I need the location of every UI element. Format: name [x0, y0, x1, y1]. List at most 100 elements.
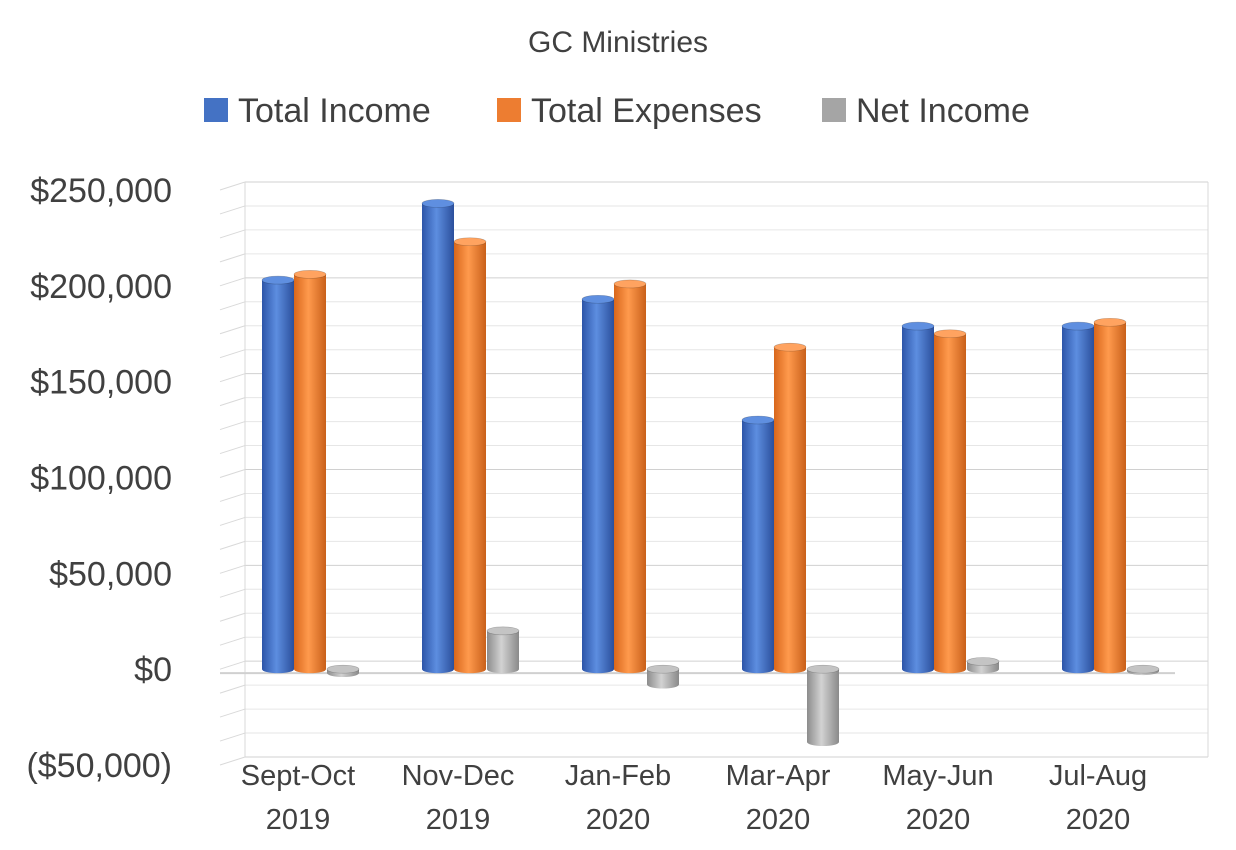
bar-body [582, 299, 614, 674]
bar-body [262, 280, 294, 674]
y-tick-label: $100,000 [30, 460, 172, 498]
bar-total-income [581, 294, 615, 674]
legend-label-total-expenses: Total Expenses [531, 92, 762, 130]
bar-total-income [261, 275, 295, 674]
bar-total-expenses [293, 270, 327, 674]
bar-total-expenses [613, 279, 647, 674]
x-tick-label: Nov-Dec 2019 [402, 760, 515, 836]
bar-net-income [486, 626, 520, 674]
bar-cap [1061, 321, 1095, 331]
bar-total-income [901, 321, 935, 674]
gridline-depth [219, 229, 246, 239]
gridline-depth [219, 469, 246, 478]
bar-body [902, 326, 934, 674]
gridline-depth [219, 588, 246, 598]
x-tick-label: Mar-Apr 2020 [726, 760, 831, 836]
bar-cap [1126, 664, 1160, 674]
bar-cap [773, 342, 807, 352]
x-tick-label: May-Jun 2020 [882, 760, 993, 836]
bar-body [807, 669, 839, 746]
bar-cap [261, 275, 295, 285]
gridline-depth [219, 181, 246, 191]
gridline-depth [219, 397, 246, 407]
x-tick-label: Jan-Feb 2020 [565, 760, 671, 836]
bar-cap [646, 664, 680, 674]
gridline-depth [219, 253, 246, 263]
bar-net-income [806, 664, 840, 746]
gridline-depth [219, 636, 246, 646]
legend-swatch-net-income [822, 98, 846, 122]
bar-total-expenses [933, 329, 967, 674]
gridline-depth [219, 373, 246, 383]
bar-net-income [326, 664, 360, 677]
legend-label-net-income: Net Income [856, 92, 1030, 130]
bar-cap [326, 664, 360, 674]
bar-net-income [966, 657, 1000, 674]
bar-total-expenses [773, 342, 807, 674]
bar-body [647, 669, 679, 689]
y-tick-label: $150,000 [30, 364, 172, 402]
bar-cap [453, 237, 487, 247]
bar-total-income [421, 199, 455, 674]
x-axis-ticks: Sept-Oct 2019 Nov-Dec 2019 Jan-Feb 2020 Mar-Ap… [241, 760, 1147, 836]
gridline-depth [219, 516, 246, 526]
bar-body [487, 630, 519, 674]
legend-swatch-total-income [204, 98, 228, 122]
gridline-depth [219, 684, 246, 694]
bar-cap [1093, 317, 1127, 327]
bar-cap [966, 657, 1000, 666]
bar-body [422, 203, 454, 674]
bar-total-income [1061, 321, 1095, 674]
gridline-depth [219, 349, 246, 359]
bar-cap [486, 626, 520, 636]
gridline-depth [219, 732, 246, 742]
bar-total-income [741, 415, 775, 674]
bar-cap [581, 294, 615, 304]
bar-cap [806, 664, 840, 674]
bar-body [934, 333, 966, 674]
bar-body [454, 241, 486, 674]
bar-cap [933, 329, 967, 339]
gridline-depth [219, 564, 246, 574]
gridline-depth [219, 756, 246, 766]
y-tick-label: $50,000 [49, 555, 172, 593]
legend-swatch-total-expenses [497, 98, 521, 122]
gridline-depth [219, 612, 246, 622]
bar-body [294, 274, 326, 674]
bar-body [614, 283, 646, 674]
gridline-depth [219, 277, 246, 287]
x-tick-label: Sept-Oct 2019 [241, 760, 355, 836]
chart-title: GC Ministries [528, 26, 708, 59]
gridline-depth [219, 445, 246, 455]
legend: Total Income Total Expenses Net Income [204, 92, 1030, 130]
bar-body [1094, 322, 1126, 674]
y-tick-label: $250,000 [30, 172, 172, 210]
bar-body [774, 347, 806, 674]
bar-cap [421, 199, 455, 208]
bar-cap [613, 279, 647, 289]
bar-total-expenses [1093, 317, 1127, 674]
bars [261, 199, 1160, 746]
y-tick-label: $200,000 [30, 268, 172, 306]
gridline-depth [219, 492, 246, 502]
bar-cap [293, 270, 327, 279]
bar-net-income [646, 664, 680, 689]
gridline-depth [219, 540, 246, 550]
bar-net-income [1126, 664, 1160, 676]
gridline-depth [219, 325, 246, 335]
gridline-depth [219, 301, 246, 311]
bar-body [742, 420, 774, 674]
x-tick-label: Jul-Aug 2020 [1049, 760, 1147, 836]
bar-cap [741, 415, 775, 425]
y-tick-label: ($50,000) [26, 747, 172, 785]
bar-body [1062, 326, 1094, 674]
y-axis-ticks: $250,000 $200,000 $150,000 $100,000 $50,000 $… [26, 172, 172, 785]
bar-cap [901, 321, 935, 331]
gridline-depth [219, 205, 246, 215]
gridline-depth [219, 708, 246, 718]
bar-total-expenses [453, 237, 487, 674]
legend-label-total-income: Total Income [238, 92, 431, 130]
gridlines [219, 181, 1209, 766]
y-tick-label: $0 [134, 651, 172, 689]
